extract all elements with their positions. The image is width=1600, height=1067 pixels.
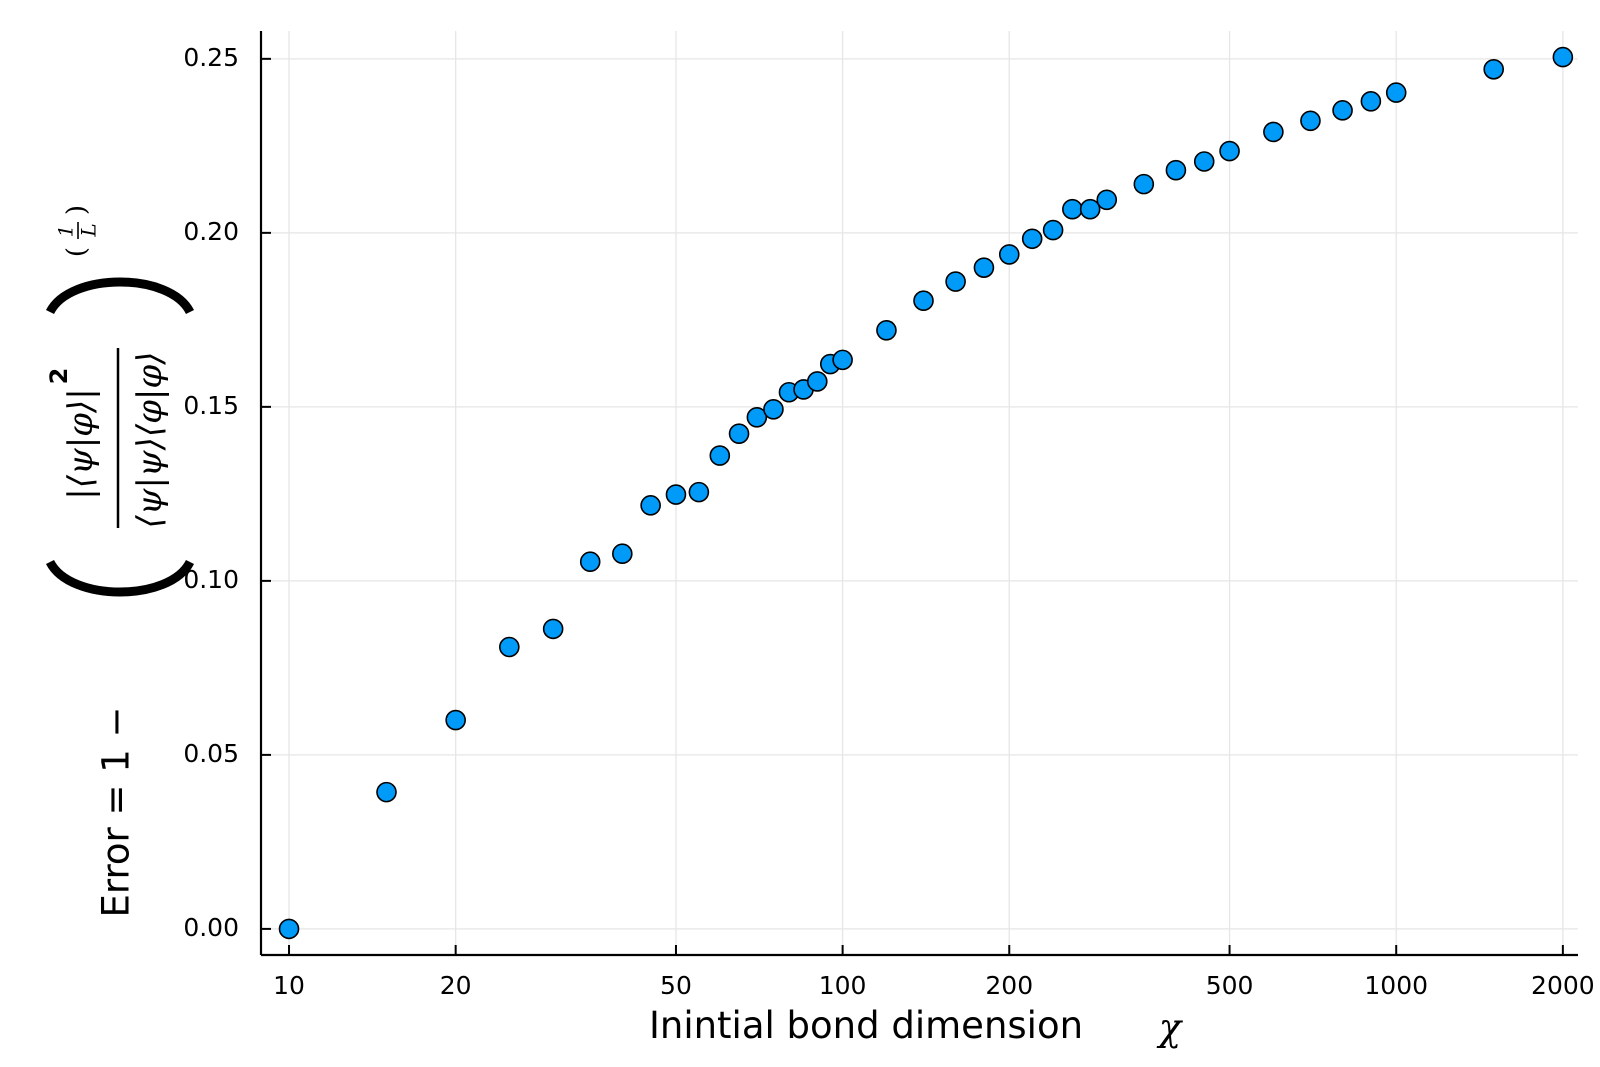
data-point: [746, 407, 768, 428]
data-point: [579, 551, 601, 573]
data-point: [1193, 151, 1215, 172]
x-tick-label: 1000: [1364, 971, 1428, 1000]
x-tick-label: 50: [660, 971, 692, 1000]
data-point: [913, 290, 934, 312]
formula-exponent: ( 1 L ): [54, 205, 101, 257]
y-tick-label: 0.20: [183, 217, 239, 246]
data-point: [1332, 100, 1353, 121]
exponent-denominator: L: [77, 223, 101, 237]
formula-numerator-power: 2: [45, 368, 73, 385]
data-point: [542, 618, 564, 640]
data-point: [688, 481, 710, 503]
data-point: [1096, 189, 1118, 211]
data-point: [973, 257, 995, 278]
data-point: [945, 271, 966, 292]
x-tick-label: 200: [985, 971, 1033, 1000]
data-point: [1360, 91, 1382, 112]
data-point: [806, 371, 828, 392]
y-tick-label: 0.15: [183, 391, 239, 420]
x-axis-symbol: χ: [1156, 1006, 1184, 1049]
data-point: [709, 445, 731, 466]
data-points: [278, 46, 1574, 940]
y-tick-label: 0.10: [183, 565, 239, 594]
y-tick-label: 0.05: [183, 739, 239, 768]
data-point: [1300, 110, 1321, 132]
formula-numerator: |⟨ψ|φ⟩|: [61, 388, 101, 499]
exponent-close-paren: ): [62, 205, 92, 215]
y-axis-label-prefix: Error = 1 −: [95, 706, 138, 917]
data-point: [1385, 82, 1407, 103]
data-point: [1552, 46, 1574, 68]
y-ticks: 0.00 0.05 0.10 0.15 0.20 0.25: [183, 43, 271, 942]
data-point: [728, 423, 750, 444]
exponent-open-paren: (: [62, 247, 92, 257]
data-point: [1021, 228, 1043, 250]
y-tick-label: 0.25: [183, 43, 239, 72]
grid: [261, 31, 1578, 955]
data-point: [640, 495, 661, 516]
data-point: [876, 319, 897, 341]
data-point: [1165, 159, 1187, 181]
x-tick-label: 100: [819, 971, 867, 1000]
data-point: [376, 781, 397, 803]
data-point: [1219, 140, 1240, 162]
data-point: [1483, 58, 1504, 80]
data-point: [1263, 121, 1284, 143]
data-point: [665, 484, 687, 505]
data-point: [612, 543, 633, 565]
x-tick-label: 2000: [1531, 971, 1595, 1000]
x-tick-label: 500: [1206, 971, 1254, 1000]
data-point: [763, 399, 784, 420]
x-ticks: 10 20 50 100 200 500 1000 2000: [273, 945, 1595, 1000]
x-axis-label: Inintial bond dimension: [649, 1004, 1083, 1047]
x-tick-label: 10: [273, 971, 305, 1000]
data-point: [1062, 198, 1083, 220]
data-point: [1133, 173, 1155, 195]
data-point: [1042, 219, 1064, 241]
data-point: [998, 244, 1020, 265]
data-point: [445, 709, 466, 731]
exponent-numerator: 1: [54, 225, 78, 238]
right-parenthesis: [45, 277, 195, 315]
x-tick-label: 20: [440, 971, 472, 1000]
data-point: [832, 349, 853, 371]
y-axis-label: Error = 1 − |⟨ψ|φ⟩| 2 ⟨ψ|ψ⟩⟨φ|φ⟩ ( 1 L ): [45, 205, 195, 918]
data-point: [499, 636, 520, 658]
data-point: [1079, 198, 1101, 220]
formula-denominator: ⟨ψ|ψ⟩⟨φ|φ⟩: [130, 352, 170, 529]
axes: [259, 31, 1578, 957]
left-parenthesis: [45, 559, 195, 597]
y-tick-label: 0.00: [183, 913, 239, 942]
data-point: [278, 918, 300, 940]
